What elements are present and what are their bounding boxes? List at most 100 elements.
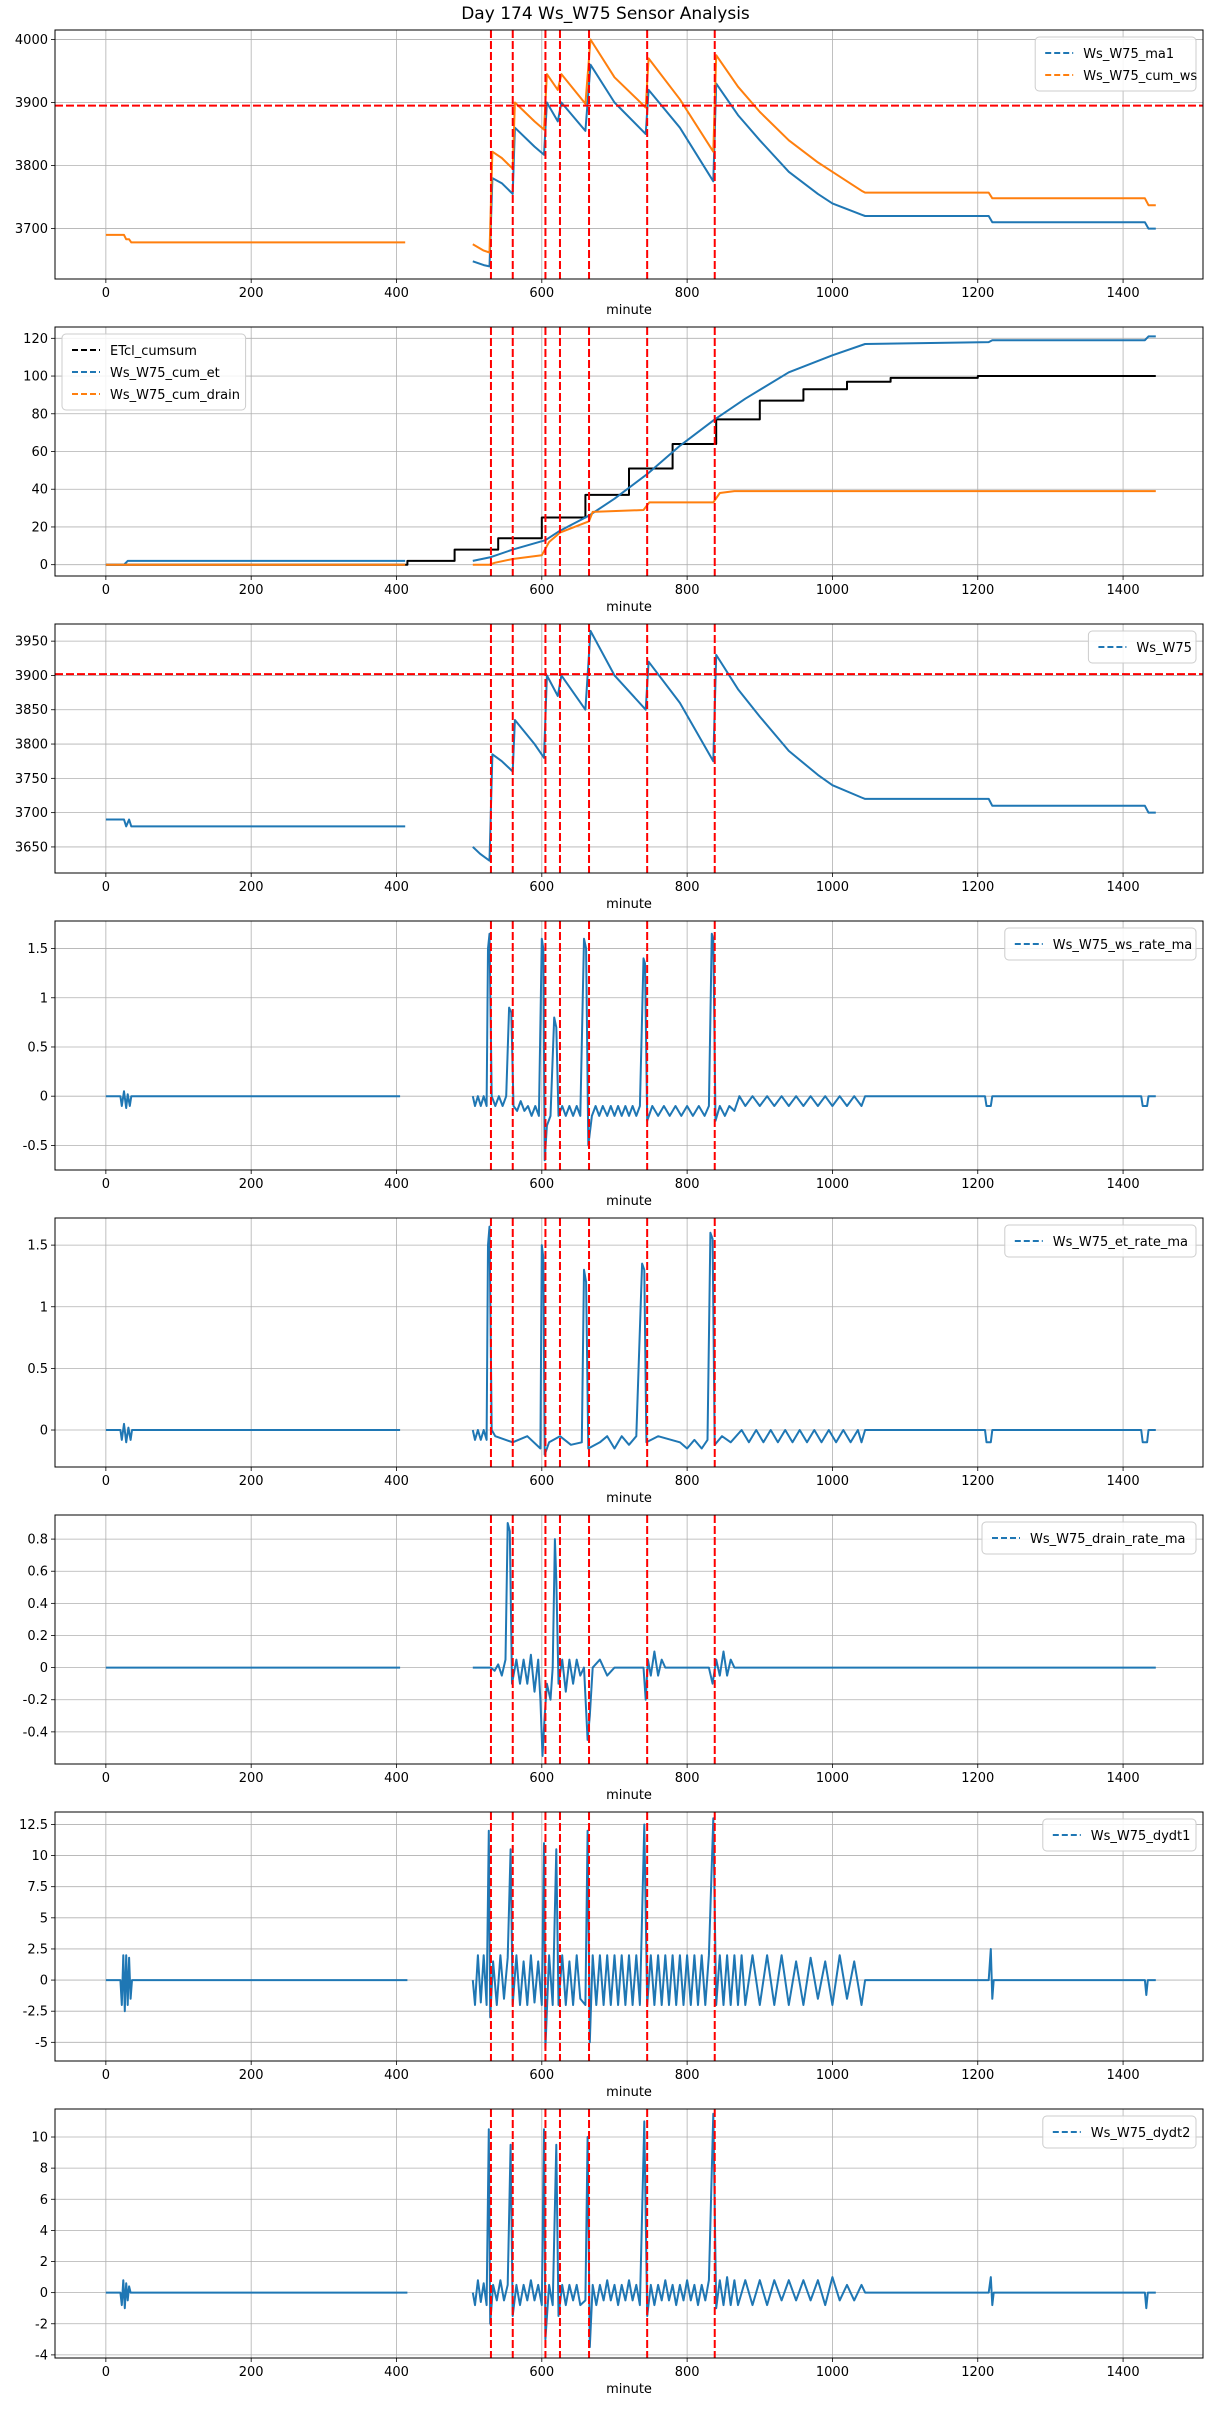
y-tick-label: 2 [40, 2255, 48, 2270]
y-tick-label: 3800 [15, 738, 48, 753]
y-tick-label: 3650 [15, 840, 48, 855]
x-tick-label: 1400 [1107, 880, 1140, 895]
axes-frame [54, 920, 1204, 1171]
plot-area [55, 30, 1203, 279]
y-tick-label: 60 [31, 445, 48, 460]
axes-frame [54, 1811, 1204, 2062]
legend: Ws_W75_ma1 Ws_W75_cum_ws [1034, 36, 1197, 92]
x-tick-label: 200 [239, 286, 264, 301]
subplot-7: 0 200 400 600 800 1000 1200 1400 -5 -2.5 0 2.5 5 7.5 1… [19, 1811, 1204, 2100]
y-tick-label: 0 [40, 558, 48, 573]
x-tick-label: 1200 [961, 1474, 994, 1489]
legend-box [981, 1521, 1197, 1555]
legend-label: Ws_W75_dydt2 [1091, 2126, 1191, 2141]
y-tick-label: 10 [31, 2131, 48, 2146]
y-tick-label: 100 [23, 370, 48, 385]
x-tick-label: 400 [384, 286, 409, 301]
subplot-6: 0 200 400 600 800 1000 1200 1400 -0.4 -0.2 0 0.2 0.4… [23, 1514, 1204, 1803]
x-tick-label: 0 [102, 1474, 110, 1489]
x-tick-label: 1400 [1107, 1474, 1140, 1489]
y-tick-label: 80 [31, 407, 48, 422]
y-tick-label: 5 [40, 1911, 48, 1926]
series-line-Ws_W75_dydt2 [105, 2279, 408, 2310]
x-tick-label: 1000 [816, 880, 849, 895]
x-tick-label: 600 [529, 1474, 554, 1489]
x-tick-label: 800 [675, 1771, 700, 1786]
x-tick-label: 800 [675, 286, 700, 301]
axes-frame [54, 326, 1204, 577]
y-tick-label: 3750 [15, 772, 48, 787]
y-tick-label: 3900 [15, 96, 48, 111]
x-tick-label: 800 [675, 2365, 700, 2380]
series-line-Ws_W75 [105, 818, 406, 828]
axes-frame [54, 1514, 1204, 1765]
x-tick-label: 0 [102, 1177, 110, 1192]
x-tick-label: 200 [239, 583, 264, 598]
x-tick-label: 1400 [1107, 2068, 1140, 2083]
x-tick-label: 1200 [961, 583, 994, 598]
x-tick-label: 1400 [1107, 1177, 1140, 1192]
legend-box [1004, 927, 1197, 961]
y-tick-label: 3850 [15, 703, 48, 718]
y-tick-label: 1.5 [27, 1239, 48, 1254]
legend-box [1034, 36, 1197, 92]
series-line-Ws_W75_ws_rate_ma [105, 1090, 401, 1109]
series-line-Ws_W75_dydt2 [471, 2112, 1156, 2349]
plot-area [105, 1218, 1156, 1467]
y-tick-label: 1.5 [27, 942, 48, 957]
x-tick-label: 0 [102, 1771, 110, 1786]
y-tick-label: 40 [31, 483, 48, 498]
x-tick-label: 200 [239, 1771, 264, 1786]
legend: Ws_W75_dydt2 [1042, 2115, 1197, 2149]
legend-box [1004, 1224, 1197, 1258]
legend-label: Ws_W75_cum_drain [110, 388, 240, 403]
subplot-4: 0 200 400 600 800 1000 1200 1400 -0.5 0 0.5 1 1.5 min… [23, 920, 1204, 1209]
y-tick-label: 0.8 [27, 1533, 48, 1548]
series-line-Ws_W75_dydt1 [471, 1817, 1156, 2050]
y-tick-label: 3700 [15, 806, 48, 821]
plot-area [105, 1515, 1156, 1764]
x-tick-label: 1000 [816, 1771, 849, 1786]
y-tick-label: 12.5 [19, 1818, 48, 1833]
x-tick-label: 200 [239, 2068, 264, 2083]
legend-label: Ws_W75 [1136, 641, 1192, 656]
x-axis-label: minute [606, 1491, 652, 1506]
y-tick-label: 0 [40, 1424, 48, 1439]
x-tick-label: 600 [529, 286, 554, 301]
y-tick-label: 20 [31, 520, 48, 535]
series-line-Ws_W75 [472, 629, 1156, 862]
y-tick-label: 6 [40, 2193, 48, 2208]
x-tick-label: 1200 [961, 2365, 994, 2380]
y-tick-label: -4 [35, 2348, 48, 2363]
x-tick-label: 400 [384, 1771, 409, 1786]
x-tick-label: 1000 [816, 1474, 849, 1489]
x-tick-label: 400 [384, 880, 409, 895]
x-tick-label: 1200 [961, 286, 994, 301]
y-tick-label: 0.6 [27, 1565, 48, 1580]
y-tick-label: 2.5 [27, 1942, 48, 1957]
y-tick-label: 0.5 [27, 1040, 48, 1055]
legend-box [61, 333, 247, 411]
y-tick-label: 0.2 [27, 1629, 48, 1644]
x-axis-label: minute [606, 600, 652, 615]
x-tick-label: 0 [102, 880, 110, 895]
y-tick-label: -2.5 [23, 2005, 48, 2020]
x-tick-label: 1400 [1107, 1771, 1140, 1786]
x-tick-label: 0 [102, 2068, 110, 2083]
x-tick-label: 600 [529, 880, 554, 895]
y-tick-label: -2 [35, 2317, 48, 2332]
y-tick-label: 0 [40, 1974, 48, 1989]
y-tick-label: -0.2 [23, 1693, 48, 1708]
x-tick-label: 200 [239, 880, 264, 895]
x-axis-label: minute [606, 2085, 652, 2100]
y-tick-label: 10 [31, 1849, 48, 1864]
y-tick-label: 3800 [15, 159, 48, 174]
series-line-Ws_W75_cum_drain [472, 490, 1156, 566]
y-tick-label: 0.5 [27, 1362, 48, 1377]
x-tick-label: 400 [384, 1177, 409, 1192]
y-tick-label: 3700 [15, 222, 48, 237]
subplot-1: 0 200 400 600 800 1000 1200 1400 3700 3800 3900 400… [15, 29, 1204, 318]
x-axis-label: minute [606, 1194, 652, 1209]
subplot-8: 0 200 400 600 800 1000 1200 1400 -4 -2 0 2 4 6 8 10 minu… [31, 2108, 1204, 2397]
